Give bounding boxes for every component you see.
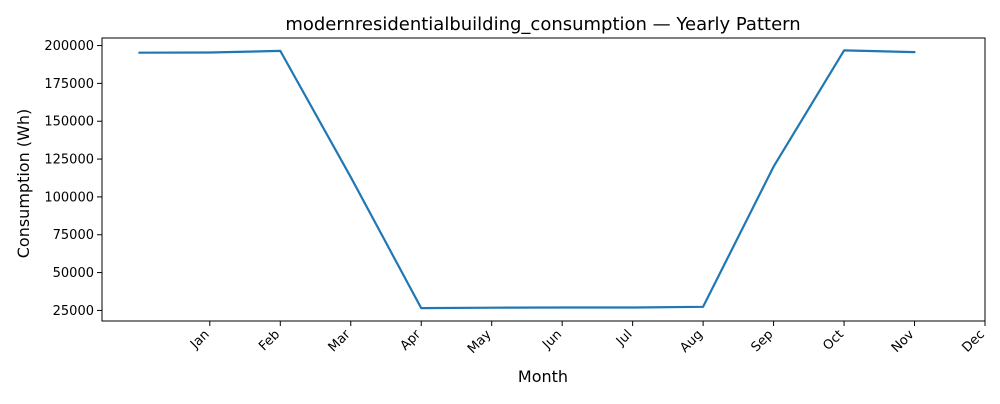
axes: Jan Feb Mar Apr May Jun Jul Aug Sep Oct Nov Dec 2500…: [44, 37, 988, 357]
x-tick-label: Jun: [539, 327, 565, 353]
y-tick-label: 100000: [44, 190, 94, 205]
y-tick-label: 200000: [44, 39, 94, 54]
y-tick-label: 50000: [53, 266, 94, 281]
x-axis-label: Month: [518, 367, 568, 386]
y-tick-label: 75000: [53, 228, 94, 243]
x-tick-label: May: [465, 327, 495, 357]
series-line-0: [138, 49, 916, 310]
y-tick-label: 175000: [44, 77, 94, 92]
y-tick-label: 150000: [44, 115, 94, 130]
x-tick-label: Oct: [820, 327, 847, 354]
y-tick-label: 25000: [53, 304, 94, 319]
plot-frame: [101, 37, 986, 322]
x-tick-label: Mar: [326, 327, 354, 355]
x-tick-label: Jan: [187, 327, 212, 352]
x-tick-label: Aug: [677, 327, 706, 356]
x-tick-label: Nov: [889, 327, 918, 356]
x-tick-label: Dec: [959, 327, 987, 355]
chart-title: modernresidentialbuilding_consumption — …: [285, 14, 800, 35]
x-tick-label: Jul: [613, 327, 635, 349]
x-tick-label: Feb: [256, 327, 283, 354]
y-tick-label: 125000: [44, 153, 94, 168]
x-tick-label: Sep: [748, 327, 776, 355]
y-axis-label: Consumption (Wh): [14, 109, 33, 259]
x-tick-label: Apr: [398, 327, 425, 354]
plot-area: [138, 49, 916, 310]
